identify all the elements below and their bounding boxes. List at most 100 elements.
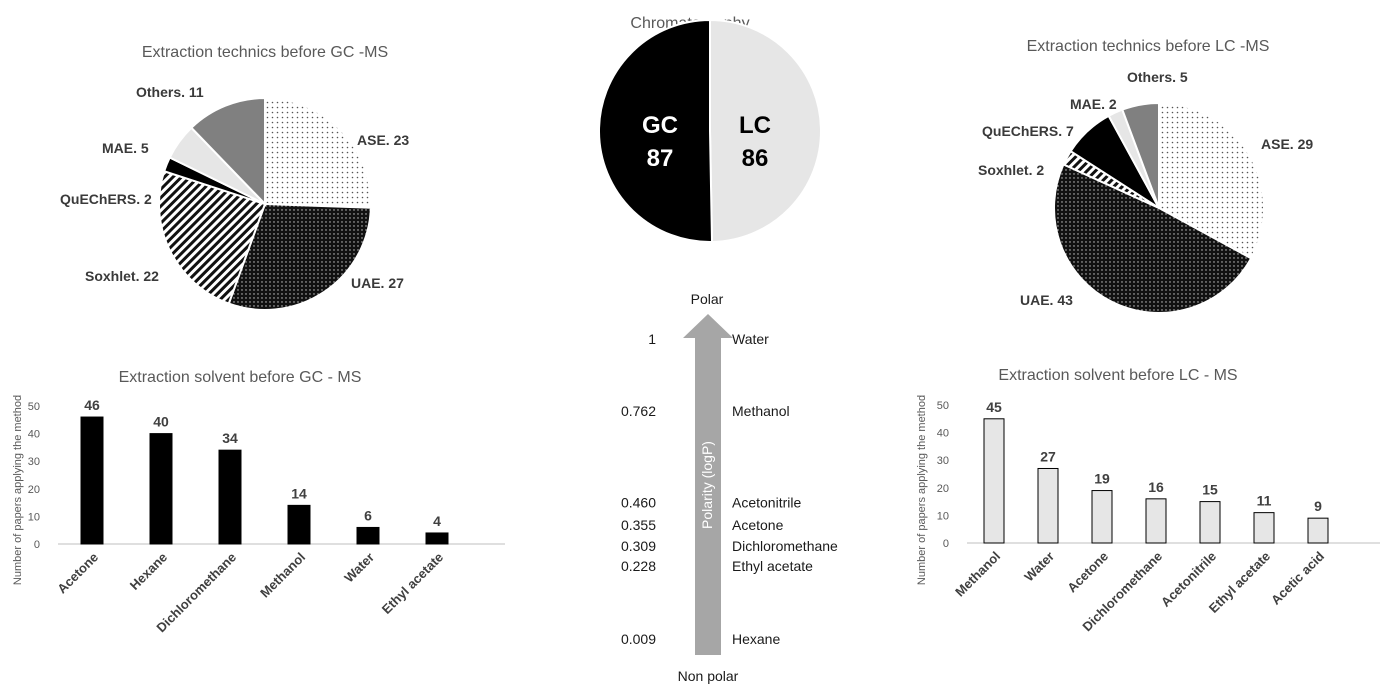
y-tick-label: 40 <box>28 429 40 441</box>
polarity-solvent: Dichloromethane <box>732 538 838 554</box>
pie-chrom-value-lc: 86 <box>742 145 769 172</box>
bar-water <box>356 526 380 545</box>
polarity-solvent: Methanol <box>732 403 790 419</box>
polarity-top-label: Polar <box>691 291 724 307</box>
y-tick-label: 10 <box>937 510 949 522</box>
bar-value-label: 27 <box>1040 448 1056 464</box>
y-tick-label: 0 <box>943 538 949 550</box>
bar-acetonitrile <box>1199 501 1221 544</box>
pie-gc-label-ase: ASE. 23 <box>357 132 409 148</box>
bar-hexane <box>149 433 173 545</box>
pie-gc-label-others: Others. 11 <box>136 84 204 100</box>
pie-lc-label-uae: UAE. 43 <box>1020 292 1073 308</box>
pie-gc-label-soxhlet: Soxhlet. 22 <box>85 268 159 284</box>
bar-value-label: 4 <box>433 513 441 529</box>
pie-chrom-slice-lc <box>709 18 823 244</box>
bar-value-label: 45 <box>986 399 1002 415</box>
polarity-solvent: Water <box>732 331 769 347</box>
y-tick-label: 50 <box>937 400 949 412</box>
pie-lc-slices <box>1053 101 1265 315</box>
bar-dichloromethane <box>1145 498 1167 544</box>
bar-value-label: 16 <box>1148 479 1164 495</box>
polarity-bottom-label: Non polar <box>678 668 739 684</box>
category-label: Acetone <box>54 550 101 597</box>
pie-lc-slice-others-5 <box>1121 101 1160 209</box>
pie-lc-label-others: Others. 5 <box>1127 69 1188 85</box>
polarity-solvent: Ethyl acetate <box>732 558 813 574</box>
bar-gc-title: Extraction solvent before GC - MS <box>119 369 362 386</box>
bar-value-label: 46 <box>84 397 100 413</box>
y-tick-label: 20 <box>28 484 40 496</box>
pie-gc-label-uae: UAE. 27 <box>351 275 404 291</box>
pie-chrom-label-lc: LC <box>739 112 771 139</box>
bar-water <box>1037 467 1059 544</box>
pie-gc-slice-soxhlet-22 <box>158 169 267 305</box>
y-tick-label: 30 <box>28 456 40 468</box>
pie-gc-slices <box>158 96 372 311</box>
pie-lc-techniques: Extraction technics before LC -MS ASE. 2… <box>978 38 1313 315</box>
polarity-scale: Polar Non polar Polarity (logP) 1 Water 0.… <box>621 291 838 684</box>
pie-lc-label-mae: MAE. 2 <box>1070 96 1117 112</box>
polarity-solvent: Acetonitrile <box>732 494 801 510</box>
category-label: Methanol <box>952 549 1003 600</box>
bar-acetone <box>80 416 104 545</box>
polarity-value: 0.228 <box>621 558 656 574</box>
bar-value-label: 34 <box>222 430 238 446</box>
pie-gc-title: Extraction technics before GC -MS <box>142 44 388 61</box>
pie-gc-techniques: Extraction technics before GC -MS ASE. 2… <box>60 44 409 311</box>
y-tick-label: 0 <box>34 539 40 551</box>
pie-lc-slice-ase-29 <box>1158 101 1265 260</box>
bar-value-label: 40 <box>153 414 169 430</box>
polarity-value: 0.355 <box>621 517 656 533</box>
pie-chromatography: Chromatography LC 86 GC 87 <box>598 15 823 244</box>
pie-gc-slice-others-11 <box>189 96 266 207</box>
bar-methanol <box>983 418 1005 544</box>
category-label: Water <box>341 550 377 586</box>
polarity-solvent: Hexane <box>732 631 780 647</box>
pie-chrom-value-gc: 87 <box>647 145 674 172</box>
pie-lc-label-quechers: QuEChERS. 7 <box>982 123 1074 139</box>
polarity-solvent: Acetone <box>732 517 784 533</box>
category-label: Acetone <box>1064 549 1111 596</box>
bar-dichloromethane <box>218 449 242 545</box>
polarity-value: 0.309 <box>621 538 656 554</box>
bar-ethyl-acetate <box>1253 512 1275 544</box>
pie-lc-slice-uae-43 <box>1053 163 1253 315</box>
pie-gc-label-mae: MAE. 5 <box>102 140 149 156</box>
bar-lc-title: Extraction solvent before LC - MS <box>998 367 1237 384</box>
category-label: Methanol <box>257 550 308 601</box>
category-label: Water <box>1021 549 1057 585</box>
bar-lc-ylabel: Number of papers applying the method <box>916 395 928 585</box>
pie-lc-title: Extraction technics before LC -MS <box>1027 38 1270 55</box>
polarity-value: 0.762 <box>621 403 656 419</box>
pie-gc-slice-ase-23 <box>264 96 372 209</box>
bar-value-label: 9 <box>1314 498 1322 514</box>
bar-value-label: 6 <box>364 507 372 523</box>
pie-chrom-slice-gc <box>598 18 714 243</box>
pie-gc-label-quechers: QuEChERS. 2 <box>60 191 152 207</box>
category-label: Acetic acid <box>1268 548 1327 607</box>
polarity-axis-label: Polarity (logP) <box>699 441 715 529</box>
bar-value-label: 19 <box>1094 471 1110 487</box>
polarity-value: 1 <box>648 331 656 347</box>
bar-acetic-acid <box>1307 517 1329 544</box>
pie-gc-slice-uae-27 <box>227 202 372 311</box>
pie-lc-label-ase: ASE. 29 <box>1261 136 1313 152</box>
bar-ethyl-acetate <box>425 532 449 545</box>
bar-methanol <box>287 504 311 545</box>
bar-value-label: 11 <box>1257 493 1272 509</box>
bar-value-label: 14 <box>291 485 307 501</box>
bar-chart-gc-solvents: Extraction solvent before GC - MS Number… <box>12 369 505 635</box>
bar-value-label: 15 <box>1202 482 1218 498</box>
y-tick-label: 10 <box>28 511 40 523</box>
y-tick-label: 20 <box>937 483 949 495</box>
polarity-value: 0.009 <box>621 631 656 647</box>
pie-chrom-label-gc: GC <box>642 112 678 139</box>
category-label: Ethyl acetate <box>379 550 446 617</box>
y-tick-label: 40 <box>937 428 949 440</box>
category-label: Hexane <box>127 550 170 593</box>
y-tick-label: 30 <box>937 455 949 467</box>
bar-acetone <box>1091 490 1113 544</box>
bar-chart-lc-solvents: Extraction solvent before LC - MS Number… <box>916 367 1380 634</box>
